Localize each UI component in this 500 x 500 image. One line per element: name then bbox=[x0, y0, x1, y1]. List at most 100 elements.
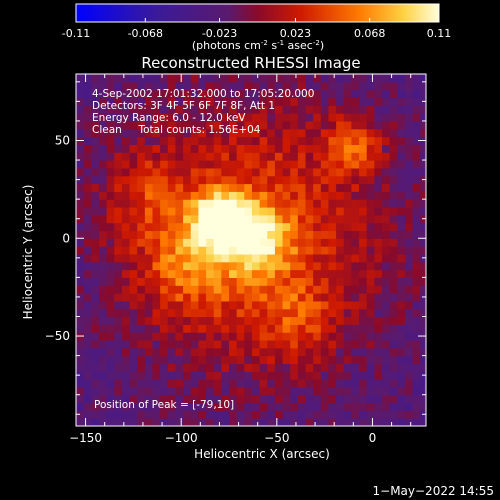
heatmap-cell bbox=[397, 277, 406, 286]
heatmap-cell bbox=[397, 324, 406, 333]
heatmap-cell bbox=[83, 222, 92, 232]
heatmap-cell bbox=[213, 120, 222, 130]
heatmap-cell bbox=[229, 394, 238, 404]
heatmap-cell bbox=[351, 316, 360, 325]
heatmap-cell bbox=[374, 285, 383, 294]
heatmap-cell bbox=[98, 386, 108, 396]
heatmap-cell bbox=[274, 371, 284, 380]
heatmap-cell bbox=[251, 293, 261, 302]
heatmap-cell bbox=[190, 152, 200, 161]
heatmap-cell bbox=[206, 308, 215, 318]
heatmap-cell bbox=[274, 402, 284, 411]
heatmap-cell bbox=[328, 105, 337, 114]
heatmap-cell bbox=[259, 167, 268, 177]
heatmap-cell bbox=[290, 253, 299, 263]
heatmap-cell bbox=[389, 410, 398, 419]
heatmap-cell bbox=[382, 418, 391, 426]
heatmap-cell bbox=[305, 81, 314, 91]
heatmap-cell bbox=[343, 261, 353, 271]
heatmap-cell bbox=[206, 206, 215, 216]
heatmap-cell bbox=[76, 394, 85, 404]
heatmap-cell bbox=[213, 230, 222, 239]
heatmap-cell bbox=[144, 120, 154, 130]
heatmap-cell bbox=[359, 418, 368, 426]
heatmap-cell bbox=[267, 410, 276, 419]
heatmap-cell bbox=[274, 277, 284, 286]
heatmap-cell bbox=[167, 199, 177, 208]
heatmap-cell bbox=[144, 113, 154, 122]
heatmap-cell bbox=[244, 316, 253, 325]
heatmap-cell bbox=[389, 238, 398, 247]
heatmap-cell bbox=[374, 105, 383, 114]
heatmap-cell bbox=[336, 152, 345, 161]
heatmap-cell bbox=[374, 371, 383, 380]
heatmap-cell bbox=[190, 128, 200, 138]
heatmap-cell bbox=[236, 89, 245, 99]
heatmap-cell bbox=[366, 128, 375, 138]
heatmap-cell bbox=[336, 214, 345, 224]
heatmap-cell bbox=[114, 191, 123, 200]
heatmap-cell bbox=[213, 410, 222, 419]
heatmap-cell bbox=[290, 269, 299, 278]
heatmap-cell bbox=[190, 191, 200, 200]
heatmap-cell bbox=[152, 285, 161, 294]
heatmap-cell bbox=[98, 300, 108, 310]
heatmap-cell bbox=[274, 386, 284, 396]
heatmap-cell bbox=[83, 230, 92, 239]
heatmap-cell bbox=[190, 206, 200, 216]
heatmap-cell bbox=[366, 316, 375, 325]
heatmap-cell bbox=[106, 394, 115, 404]
heatmap-cell bbox=[359, 175, 368, 185]
heatmap-cell bbox=[76, 214, 85, 224]
heatmap-cell bbox=[320, 316, 330, 325]
heatmap-cell bbox=[167, 355, 177, 365]
heatmap-cell bbox=[244, 160, 253, 169]
heatmap-cell bbox=[144, 355, 154, 365]
heatmap-cell bbox=[313, 253, 322, 263]
heatmap-cell bbox=[213, 144, 222, 153]
heatmap-cell bbox=[137, 97, 146, 106]
heatmap-cell bbox=[366, 371, 375, 380]
heatmap-cell bbox=[382, 206, 391, 216]
heatmap-cell bbox=[412, 160, 421, 169]
heatmap-cell bbox=[282, 74, 291, 83]
heatmap-cell bbox=[282, 371, 291, 380]
heatmap-cell bbox=[137, 339, 146, 349]
heatmap-cell bbox=[397, 394, 406, 404]
heatmap-cell bbox=[244, 269, 253, 278]
heatmap-cell bbox=[305, 261, 314, 271]
heatmap-cell bbox=[397, 363, 406, 372]
heatmap-cell bbox=[420, 379, 426, 388]
heatmap-cell bbox=[137, 206, 146, 216]
heatmap-cell bbox=[236, 238, 245, 247]
heatmap-cell bbox=[336, 402, 345, 411]
heatmap-cell bbox=[267, 332, 276, 341]
colorbar-gradient bbox=[75, 3, 440, 23]
heatmap-cell bbox=[313, 136, 322, 145]
heatmap-cell bbox=[374, 355, 383, 365]
heatmap-cell bbox=[359, 222, 368, 232]
heatmap-cell bbox=[91, 293, 100, 302]
heatmap-cell bbox=[167, 183, 177, 192]
heatmap-cell bbox=[221, 293, 230, 302]
heatmap-cell bbox=[420, 206, 426, 216]
heatmap-cell bbox=[244, 347, 253, 357]
heatmap-cell bbox=[144, 324, 154, 333]
heatmap-cell bbox=[213, 128, 222, 138]
heatmap-cell bbox=[320, 246, 330, 255]
heatmap-cell bbox=[167, 160, 177, 169]
heatmap-cell bbox=[420, 285, 426, 294]
heatmap-cell bbox=[290, 347, 299, 357]
heatmap-cell bbox=[106, 97, 115, 106]
heatmap-cell bbox=[106, 160, 115, 169]
heatmap-cell bbox=[213, 308, 222, 318]
heatmap-cell bbox=[336, 105, 345, 114]
heatmap-cell bbox=[351, 285, 360, 294]
heatmap-cell bbox=[374, 199, 383, 208]
heatmap-cell bbox=[129, 253, 138, 263]
info-line-energy: Energy Range: 6.0 - 12.0 keV bbox=[92, 112, 246, 124]
heatmap-cell bbox=[297, 269, 307, 278]
heatmap-cell bbox=[144, 214, 154, 224]
heatmap-cell bbox=[236, 332, 245, 341]
heatmap-cell bbox=[274, 97, 284, 106]
